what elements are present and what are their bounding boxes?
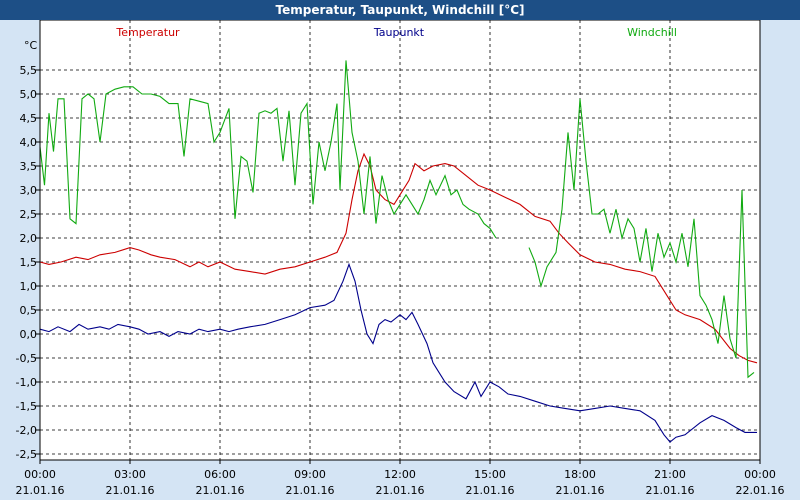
series-line-windchill <box>528 98 755 379</box>
y-tick-label: 0,5 <box>20 304 38 317</box>
y-tick-label: -1,0 <box>16 376 37 389</box>
x-tick-date: 21.01.16 <box>466 484 515 497</box>
series-line-temperatur <box>39 152 758 364</box>
y-tick-label: 3,5 <box>20 160 38 173</box>
chart-title: Temperatur, Taupunkt, Windchill [°C] <box>0 0 800 20</box>
x-tick-date: 21.01.16 <box>376 484 425 497</box>
grid <box>40 20 760 460</box>
legend-temperatur: Temperatur <box>115 26 180 39</box>
x-tick-time: 18:00 <box>564 468 596 481</box>
chart-area: °C 5,5 5,0 4,5 4,0 3,5 3,0 2,5 2,0 1,5 1,0 0,5 0,0 -0… <box>16 20 785 497</box>
x-tick-time: 09:00 <box>294 468 326 481</box>
series-lines <box>39 60 758 443</box>
legend: Temperatur Taupunkt Windchill <box>115 26 677 39</box>
series-line-taupunkt <box>39 262 757 443</box>
y-tick-label: 2,5 <box>20 208 38 221</box>
x-tick-time: 06:00 <box>204 468 236 481</box>
y-tick-label: -2,0 <box>16 424 37 437</box>
x-tick-time: 03:00 <box>114 468 146 481</box>
x-axis: 00:00 21.01.16 03:00 21.01.16 06:00 21.01.16 0… <box>16 460 785 497</box>
x-tick-time: 12:00 <box>384 468 416 481</box>
x-tick-date: 21.01.16 <box>286 484 335 497</box>
y-tick-label: 4,5 <box>20 112 38 125</box>
y-tick-label: -1,5 <box>16 400 37 413</box>
series-line-windchill <box>39 60 497 239</box>
x-tick-date: 21.01.16 <box>196 484 245 497</box>
legend-windchill: Windchill <box>627 26 677 39</box>
x-tick-date: 22.01.16 <box>736 484 785 497</box>
y-tick-label: 3,0 <box>20 184 38 197</box>
y-tick-label: 5,5 <box>20 64 38 77</box>
y-axis-unit: °C <box>24 39 38 52</box>
y-tick-label: 4,0 <box>20 136 38 149</box>
y-tick-label: -0,5 <box>16 352 37 365</box>
y-tick-label: -2,5 <box>16 448 37 461</box>
x-tick-date: 21.01.16 <box>646 484 695 497</box>
legend-taupunkt: Taupunkt <box>373 26 425 39</box>
y-tick-label: 1,5 <box>20 256 38 269</box>
y-axis: °C 5,5 5,0 4,5 4,0 3,5 3,0 2,5 2,0 1,5 1,0 0,5 0,0 -0… <box>16 39 40 461</box>
y-tick-label: 1,0 <box>20 280 38 293</box>
x-tick-time: 21:00 <box>654 468 686 481</box>
x-tick-date: 21.01.16 <box>16 484 65 497</box>
x-tick-time: 00:00 <box>744 468 776 481</box>
x-tick-time: 00:00 <box>24 468 56 481</box>
x-tick-time: 15:00 <box>474 468 506 481</box>
y-tick-label: 5,0 <box>20 88 38 101</box>
x-tick-date: 21.01.16 <box>556 484 605 497</box>
y-tick-label: 0,0 <box>20 328 38 341</box>
plot-border <box>39 20 761 461</box>
x-tick-date: 21.01.16 <box>106 484 155 497</box>
y-tick-label: 2,0 <box>20 232 38 245</box>
